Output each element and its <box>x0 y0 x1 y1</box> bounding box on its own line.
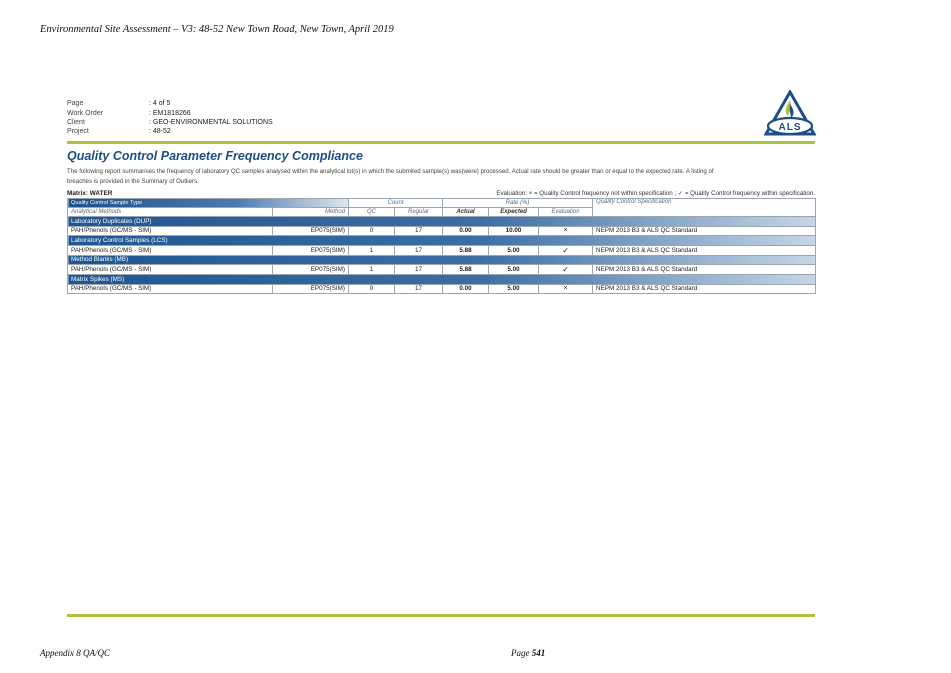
regular-cell: 17 <box>394 264 444 276</box>
meta-value: : GEO-ENVIRONMENTAL SOLUTIONS <box>149 118 273 126</box>
actual-header: Actual <box>442 207 490 218</box>
actual-cell: 5.88 <box>442 244 490 256</box>
expected-cell: 5.00 <box>488 283 540 294</box>
regular-cell: 17 <box>394 283 444 294</box>
footer-page-number: 541 <box>531 648 546 658</box>
table-row: PAH/Phenols (GC/MS - SIM) EP075(SIM) 1 1… <box>67 264 817 276</box>
section-title: Method Blanks (MB) <box>66 254 817 266</box>
analyte-cell: PAH/Phenols (GC/MS - SIM) <box>67 283 273 294</box>
top-rule <box>67 141 815 144</box>
qc-cell: 1 <box>348 244 396 256</box>
matrix-label: Matrix: WATER <box>67 190 112 197</box>
method-cell: EP075(SIM) <box>271 264 350 276</box>
bottom-rule <box>67 614 815 617</box>
als-logo: ALS <box>764 90 816 136</box>
page-title: Quality Control Parameter Frequency Comp… <box>67 149 363 163</box>
evaluation-check-icon: ✓ <box>538 244 594 256</box>
count-header: Count <box>348 197 444 209</box>
spec-cell: NEPM 2013 B3 & ALS QC Standard <box>592 244 817 256</box>
table-header-row-2: Analytical Methods Method QC Regular Act… <box>67 207 816 218</box>
actual-cell: 0.00 <box>442 225 490 237</box>
method-cell: EP075(SIM) <box>271 244 350 256</box>
section-title: Laboratory Control Samples (LCS) <box>66 235 817 246</box>
analyte-cell: PAH/Phenols (GC/MS - SIM) <box>67 244 273 256</box>
spec-cell: NEPM 2013 B3 & ALS QC Standard <box>592 225 817 237</box>
qc-sample-type-header: Quality Control Sample Type <box>66 197 350 209</box>
qc-header: QC <box>348 207 396 218</box>
meta-value: : EM1818266 <box>149 109 191 117</box>
analytical-methods-header: Analytical Methods <box>67 207 273 218</box>
report-description: The following report summarises the freq… <box>67 168 714 185</box>
report-meta: Page : 4 of 5 Work Order : EM1818266 Cli… <box>67 99 273 137</box>
expected-cell: 5.00 <box>488 264 540 276</box>
qc-cell: 1 <box>348 264 396 276</box>
meta-value: : 4 of 5 <box>149 100 171 108</box>
logo-text: ALS <box>779 122 802 133</box>
regular-cell: 17 <box>394 244 444 256</box>
evaluation-header: Evaluation <box>538 207 594 218</box>
method-cell: EP075(SIM) <box>271 225 350 237</box>
actual-cell: 0.00 <box>442 283 490 294</box>
meta-value: : 48-52 <box>149 128 171 136</box>
method-header: Method <box>271 207 350 218</box>
section-row-dup: Laboratory Duplicates (DUP) <box>66 216 817 227</box>
meta-label: Work Order <box>67 109 104 117</box>
table-header-row-1: Quality Control Sample Type Count Rate (… <box>66 197 817 218</box>
footer-page-prefix: Page <box>511 648 532 658</box>
qc-spec-header: Quality Control Specification <box>592 197 817 218</box>
spec-cell: NEPM 2013 B3 & ALS QC Standard <box>592 264 817 276</box>
table-row: PAH/Phenols (GC/MS - SIM) EP075(SIM) 0 1… <box>67 225 817 237</box>
section-row-mb: Method Blanks (MB) <box>66 254 817 266</box>
meta-label: Client <box>67 118 85 126</box>
regular-cell: 17 <box>394 225 444 237</box>
meta-row-work-order: Work Order : EM1818266 <box>67 108 273 117</box>
meta-row-project: Project : 48-52 <box>67 127 273 136</box>
section-row-lcs: Laboratory Control Samples (LCS) <box>66 235 817 246</box>
table-row: PAH/Phenols (GC/MS - SIM) EP075(SIM) 0 1… <box>67 283 817 294</box>
meta-label: Project <box>67 128 89 136</box>
actual-cell: 5.88 <box>442 264 490 276</box>
meta-row-client: Client : GEO-ENVIRONMENTAL SOLUTIONS <box>67 118 273 127</box>
regular-header: Regular <box>394 207 444 218</box>
matrix-prefix: Matrix: <box>67 190 90 197</box>
expected-cell: 5.00 <box>488 244 540 256</box>
expected-cell: 10.00 <box>488 225 540 237</box>
evaluation-cross-icon: × <box>538 225 594 237</box>
matrix-line: Matrix: WATER Evaluation: × = Quality Co… <box>67 189 815 198</box>
matrix-value: WATER <box>89 190 113 197</box>
evaluation-cross-icon: × <box>538 283 594 294</box>
section-title: Laboratory Duplicates (DUP) <box>66 216 817 227</box>
meta-label: Page <box>67 100 84 108</box>
section-row-ms: Matrix Spikes (MS) <box>66 274 817 285</box>
table-row: PAH/Phenols (GC/MS - SIM) EP075(SIM) 1 1… <box>67 244 817 256</box>
section-title: Matrix Spikes (MS) <box>66 274 817 285</box>
qc-frequency-table: Quality Control Sample Type Count Rate (… <box>66 197 817 294</box>
method-cell: EP075(SIM) <box>271 283 350 294</box>
meta-row-page: Page : 4 of 5 <box>67 99 273 108</box>
footer-appendix: Appendix 8 QA/QC <box>40 648 110 658</box>
spec-cell: NEPM 2013 B3 & ALS QC Standard <box>592 283 817 294</box>
document-header: Environmental Site Assessment – V3: 48-5… <box>40 24 394 35</box>
qc-cell: 0 <box>348 225 396 237</box>
rate-header: Rate (%) <box>442 197 594 209</box>
analyte-cell: PAH/Phenols (GC/MS - SIM) <box>67 264 273 276</box>
qc-cell: 0 <box>348 283 396 294</box>
analyte-cell: PAH/Phenols (GC/MS - SIM) <box>67 225 273 237</box>
evaluation-check-icon: ✓ <box>538 264 594 276</box>
footer-page: Page 541 <box>511 648 545 658</box>
evaluation-legend: Evaluation: × = Quality Control frequenc… <box>496 190 815 197</box>
expected-header: Expected <box>488 207 540 218</box>
